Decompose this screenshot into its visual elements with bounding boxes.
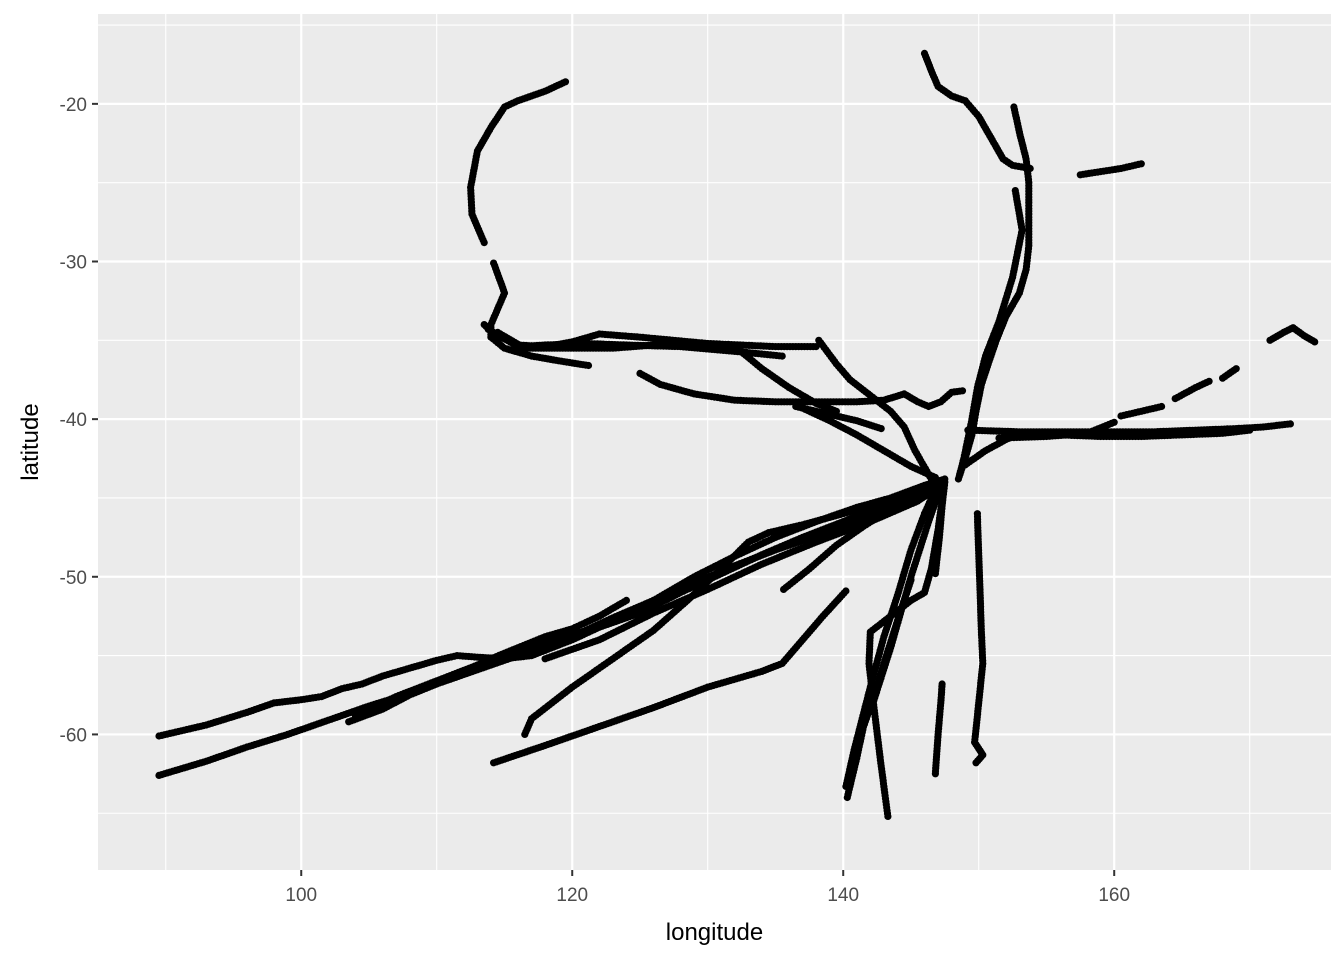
plot-panel (98, 14, 1331, 870)
y-tick-label: -40 (60, 410, 87, 431)
y-tick-label: -20 (60, 95, 87, 116)
data-point (778, 352, 786, 360)
x-tick-label: 160 (1098, 885, 1130, 906)
data-point (842, 587, 850, 595)
y-axis-title: latitude (17, 403, 44, 480)
x-axis-ticks: 100 120 140 160 (285, 870, 1130, 906)
data-point (622, 596, 631, 605)
data-point (972, 759, 980, 767)
y-tick-label: -30 (60, 252, 87, 273)
data-points (155, 49, 1319, 821)
data-point (1205, 377, 1213, 385)
data-point (1158, 402, 1166, 411)
data-point (584, 361, 593, 370)
y-tick-label: -50 (60, 568, 87, 589)
data-point (1015, 429, 1024, 437)
data-point (877, 425, 885, 433)
data-point (1286, 420, 1294, 428)
minor-gridlines (98, 14, 1331, 870)
x-tick-label: 120 (556, 885, 588, 906)
data-point (958, 387, 967, 395)
data-point (1232, 365, 1240, 373)
data-point (1110, 418, 1118, 426)
y-tick-label: -60 (60, 725, 87, 746)
data-point (1311, 338, 1319, 346)
data-point (480, 239, 488, 247)
data-point (677, 341, 685, 349)
x-axis-title: longitude (666, 919, 763, 946)
x-tick-label: 100 (285, 885, 317, 906)
x-tick-label: 140 (827, 885, 859, 906)
data-point (956, 470, 964, 478)
data-point (941, 478, 949, 486)
y-axis-ticks: -20 -30 -40 -50 -60 (60, 95, 98, 746)
data-point (1137, 160, 1145, 168)
data-point (938, 680, 946, 688)
data-point (1246, 426, 1254, 434)
